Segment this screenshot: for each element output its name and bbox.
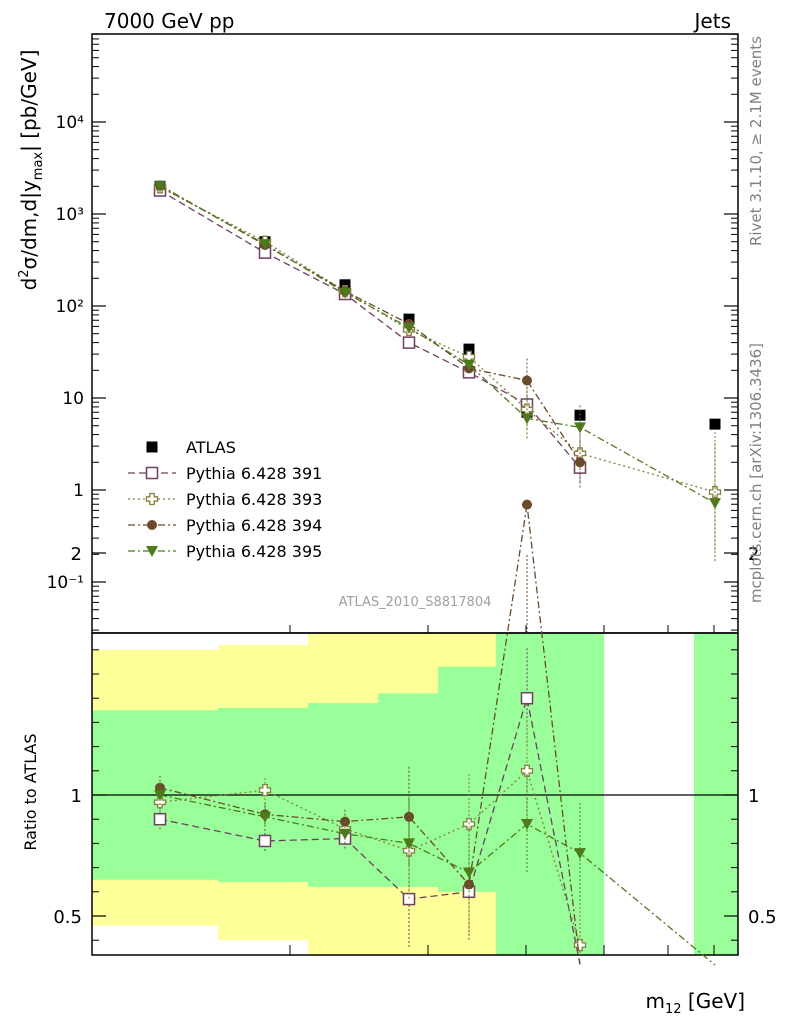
data-point-cross — [258, 784, 272, 797]
ratio-tick-label-right: 2 — [748, 544, 759, 565]
data-point-triangle — [463, 867, 475, 879]
ratio-tick-label-right: 1 — [748, 786, 759, 807]
y-tick-label: 10⁴ — [56, 113, 85, 133]
inner-band-bin — [378, 693, 438, 887]
inner-band-bin — [694, 633, 738, 955]
data-point-triangle — [709, 498, 721, 510]
data-point-open-square — [402, 336, 416, 349]
data-point-atlas — [709, 418, 721, 430]
ratio-panel-frame: 0.5 0.5 1 1 2 2 — [53, 544, 777, 956]
data-point-open-square — [153, 812, 167, 826]
ratio-tick-label-left: 2 — [71, 544, 82, 565]
y-axis-label-main: d2σ/dm,d|ymax| [pb/GeV] — [17, 50, 46, 291]
ratio-plot-frame — [91, 632, 739, 956]
legend-entry-label: Pythia 6.428 391 — [186, 464, 322, 483]
ratio-tick-label-right: 0.5 — [748, 907, 777, 928]
data-point-triangle — [403, 322, 415, 334]
data-point-triangle — [574, 848, 586, 860]
data-point-circle — [147, 520, 157, 530]
data-point-triangle — [521, 413, 533, 425]
data-point-triangle — [521, 819, 533, 831]
data-point-cross — [573, 938, 587, 952]
data-point-atlas — [339, 279, 351, 291]
y-tick-label: 10² — [56, 297, 84, 317]
header-left-label: 7000 GeV pp — [104, 9, 235, 33]
legend-entry-label: ATLAS — [186, 438, 236, 457]
ratio-tick-label-left: 1 — [71, 786, 82, 807]
data-point-open-square — [520, 691, 534, 705]
y-tick-label: 10³ — [56, 205, 84, 225]
ratio-series-4 — [154, 774, 716, 966]
series-line — [159, 189, 581, 469]
data-point-triangle — [259, 811, 271, 823]
y-tick-label: 1 — [73, 481, 84, 501]
ratio-uncertainty-bands — [92, 633, 738, 955]
data-point-circle — [522, 499, 532, 510]
main-panel-series — [153, 180, 722, 564]
data-point-triangle — [574, 422, 586, 434]
data-point-atlas — [146, 441, 158, 453]
data-point-triangle — [146, 546, 158, 557]
legend-entry-label: Pythia 6.428 395 — [186, 542, 322, 561]
data-point-triangle — [403, 838, 415, 850]
main-panel-frame: 10⁻¹ 1 10 10² 10³ 10⁴ — [47, 33, 739, 634]
data-point-circle — [575, 457, 585, 468]
y-tick-label: 10 — [62, 389, 84, 409]
data-point-open-square — [145, 466, 159, 480]
data-point-triangle — [463, 359, 475, 371]
data-point-cross — [153, 796, 167, 809]
data-point-circle — [404, 811, 414, 822]
data-point-circle — [522, 375, 532, 386]
y-tick-label: 10⁻¹ — [47, 573, 84, 593]
data-point-cross — [520, 764, 534, 777]
series-line — [159, 185, 716, 504]
y-axis-label-ratio: Ratio to ATLAS — [21, 733, 40, 850]
ratio-tick-label-left: 0.5 — [53, 907, 82, 928]
data-point-cross — [145, 492, 159, 506]
data-point-atlas — [463, 343, 475, 355]
analysis-label: ATLAS_2010_S8817804 — [339, 595, 492, 610]
ratio-panel-series — [153, 499, 716, 966]
series-atlas — [154, 180, 721, 430]
series-pythia-4 — [154, 181, 721, 564]
header-right-label: Jets — [693, 9, 731, 33]
data-point-triangle — [339, 828, 351, 840]
series-line — [159, 184, 581, 463]
data-point-triangle — [259, 239, 271, 251]
mcplots-side-label: mcplots.cern.ch [arXiv:1306.3436] — [747, 343, 765, 603]
inner-band-bin — [438, 666, 496, 892]
data-point-triangle — [339, 287, 351, 299]
rivet-side-label: Rivet 3.1.10, ≥ 2.1M events — [747, 36, 765, 246]
ratio-series-line — [159, 794, 716, 966]
legend: ATLAS Pythia 6.428 391 Pythia 6.428 393 Pyt… — [128, 438, 322, 561]
data-point-open-square — [258, 834, 272, 848]
legend-entry-label: Pythia 6.428 394 — [186, 516, 322, 535]
data-point-triangle — [154, 181, 166, 193]
data-point-triangle — [154, 790, 166, 801]
legend-entry-label: Pythia 6.428 393 — [186, 490, 322, 509]
inner-band-bin — [496, 633, 604, 955]
data-point-circle — [464, 879, 474, 890]
data-point-open-square — [402, 892, 416, 906]
x-axis-label: m12 [GeV] — [646, 989, 745, 1017]
data-point-circle — [340, 816, 350, 827]
